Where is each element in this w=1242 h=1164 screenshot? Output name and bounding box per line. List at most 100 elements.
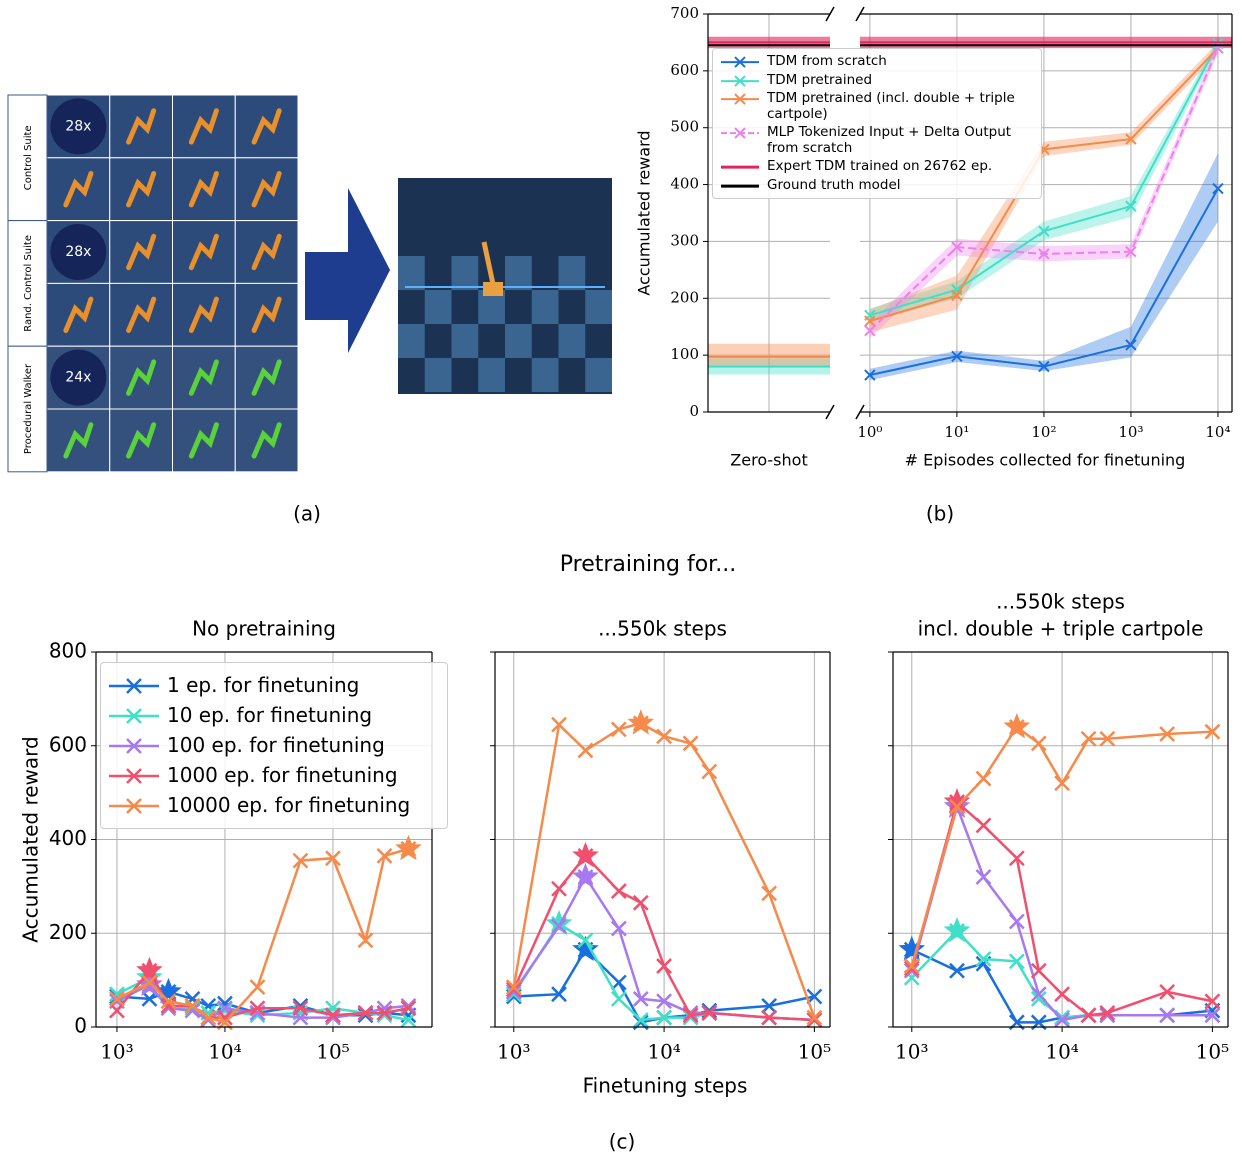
floor-tile xyxy=(425,290,452,324)
legend-swatch xyxy=(721,178,759,194)
y-tick-label: 100 xyxy=(670,345,699,363)
best-star xyxy=(546,910,573,935)
x-tick-label: 10² xyxy=(1031,423,1056,441)
legend-label: 100 ep. for finetuning xyxy=(167,734,385,757)
arrow xyxy=(305,188,390,353)
point-marker xyxy=(612,884,626,898)
y-tick-label: 400 xyxy=(49,826,87,850)
point-marker xyxy=(1010,915,1024,929)
point-marker xyxy=(612,722,626,736)
legend-label: Ground truth model xyxy=(767,178,901,194)
x-tick-label: 10⁴ xyxy=(1205,423,1230,441)
y-tick-label: 200 xyxy=(49,920,87,944)
legend-label: 10000 ep. for finetuning xyxy=(167,794,410,817)
badge-label: 24x xyxy=(65,370,91,386)
legend-entry: 10000 ep. for finetuning xyxy=(109,794,439,817)
cart xyxy=(483,282,503,296)
floor-tile xyxy=(478,358,505,392)
floor-tile xyxy=(505,324,532,358)
legend-label: TDM from scratch xyxy=(767,54,887,70)
y-tick-label: 200 xyxy=(670,288,699,306)
best-star xyxy=(395,835,422,860)
best-star xyxy=(627,709,654,734)
badge-label: 28x xyxy=(65,118,91,134)
legend-label: TDM pretrained (incl. double + triple ca… xyxy=(767,91,1033,122)
legend-swatch xyxy=(721,73,759,89)
legend-label: 1 ep. for finetuning xyxy=(167,674,359,697)
y-tick-label: 400 xyxy=(670,175,699,193)
x-tick-label: 10³ xyxy=(100,1040,133,1064)
x-tick-label: 10⁴ xyxy=(1045,1040,1078,1064)
x-tick-label: 10¹ xyxy=(944,423,969,441)
panel-label: (a) xyxy=(293,502,321,526)
y-tick-label: 0 xyxy=(74,1014,87,1038)
group-label: Rand. Control Suite xyxy=(23,235,34,332)
point-marker xyxy=(612,992,626,1006)
subplot-title: incl. double + triple cartpole xyxy=(918,617,1204,641)
floor-tile xyxy=(452,324,479,358)
x-axis-label: Finetuning steps xyxy=(583,1074,748,1098)
legend-swatch xyxy=(109,704,159,727)
legend-entry: 100 ep. for finetuning xyxy=(109,734,439,757)
floor-tile xyxy=(425,358,452,392)
legend-entry: 1000 ep. for finetuning xyxy=(109,764,439,787)
legend-label: MLP Tokenized Input + Delta Output from … xyxy=(767,125,1033,156)
floor-tile xyxy=(532,358,559,392)
legend-label: TDM pretrained xyxy=(767,73,872,89)
legend-label: Expert TDM trained on 26762 ep. xyxy=(767,159,992,175)
legend-entry: MLP Tokenized Input + Delta Output from … xyxy=(721,125,1033,156)
subplot-title: No pretraining xyxy=(192,617,336,641)
legend-entry: Expert TDM trained on 26762 ep. xyxy=(721,159,1033,175)
point-marker xyxy=(950,964,964,978)
subplot-title: ...550k steps xyxy=(996,590,1125,614)
badge-label: 28x xyxy=(65,244,91,260)
y-axis-label: Accumulated reward xyxy=(19,736,43,942)
legend-label: 10 ep. for finetuning xyxy=(167,704,372,727)
panel-label: (c) xyxy=(609,1130,636,1154)
y-tick-label: 500 xyxy=(670,118,699,136)
x-tick-label: 10³ xyxy=(497,1040,530,1064)
legend-entry: TDM pretrained (incl. double + triple ca… xyxy=(721,91,1033,122)
y-tick-label: 600 xyxy=(670,61,699,79)
x-tick-label: 10³ xyxy=(895,1040,928,1064)
x-tick-label: 10⁴ xyxy=(208,1040,241,1064)
point-marker xyxy=(250,980,264,994)
legend-swatch xyxy=(721,54,759,70)
point-marker xyxy=(612,975,626,989)
figure-canvas: 28x28x24xControl SuiteRand. Control Suit… xyxy=(0,0,1242,1164)
x-tick-label: 10⁰ xyxy=(857,423,882,441)
group-label: Procedural Walker xyxy=(23,363,34,454)
point-marker xyxy=(702,765,716,779)
point-marker xyxy=(552,882,566,896)
x-tick-label: 10³ xyxy=(1118,423,1143,441)
floor-tile xyxy=(585,358,612,392)
x-tick-label: 10⁵ xyxy=(1196,1040,1229,1064)
floor-tile xyxy=(452,256,479,290)
suptitle: Pretraining for... xyxy=(560,552,736,577)
best-star xyxy=(944,917,971,942)
x-axis-label: # Episodes collected for finetuning xyxy=(905,451,1186,470)
y-tick-label: 600 xyxy=(49,732,87,756)
x-tick-label: 10⁵ xyxy=(316,1040,349,1064)
y-tick-label: 700 xyxy=(670,4,699,22)
y-tick-label: 300 xyxy=(670,231,699,249)
point-marker xyxy=(684,736,698,750)
floor-tile xyxy=(532,290,559,324)
floor-tile xyxy=(398,324,425,358)
point-marker xyxy=(976,772,990,786)
legend-swatch xyxy=(109,674,159,697)
y-tick-label: 800 xyxy=(49,639,87,663)
zero-shot-band xyxy=(708,344,830,368)
legend-swatch xyxy=(109,734,159,757)
subplot-title: ...550k steps xyxy=(598,617,727,641)
legend-entry: TDM pretrained xyxy=(721,73,1033,89)
point-marker xyxy=(634,896,648,910)
point-marker xyxy=(976,870,990,884)
figure: 28x28x24xControl SuiteRand. Control Suit… xyxy=(0,0,1242,1164)
legend-swatch xyxy=(721,159,759,175)
legend-swatch xyxy=(109,764,159,787)
y-tick-label: 0 xyxy=(689,402,699,420)
zero-shot-label: Zero-shot xyxy=(730,451,807,470)
x-tick-label: 10⁵ xyxy=(798,1040,831,1064)
point-marker xyxy=(762,886,776,900)
